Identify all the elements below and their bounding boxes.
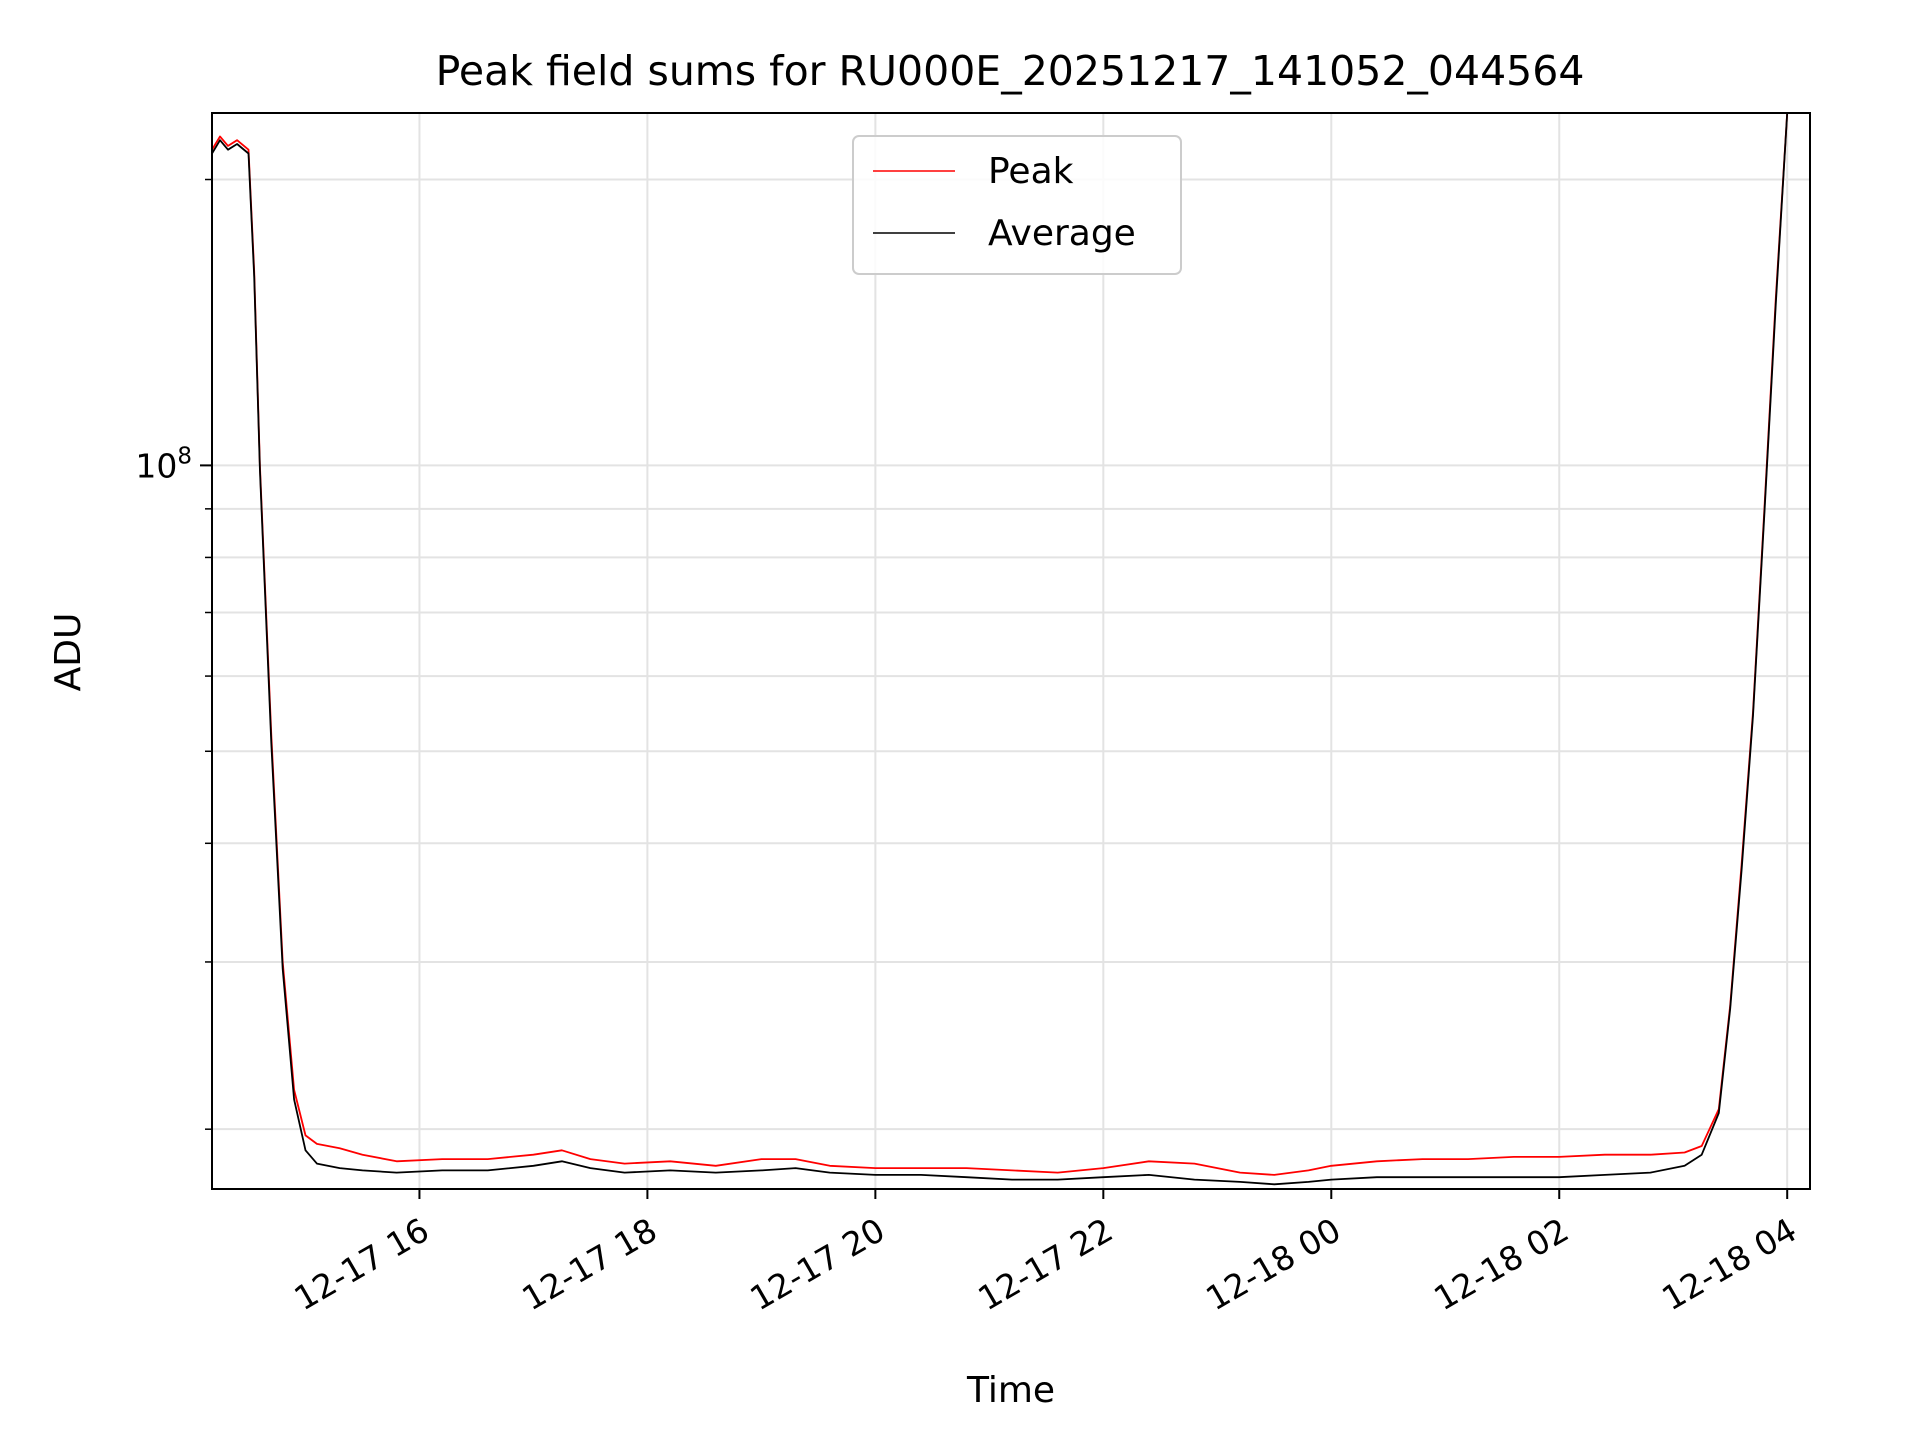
plot-frame [211,112,1811,1190]
y-tick-label-base: 10 [135,446,177,485]
legend-label-peak: Peak [988,151,1074,192]
y-axis-label: ADU [48,613,89,692]
series-line-average [211,112,1789,1186]
x-axis-label: Time [966,1370,1055,1411]
grid [212,113,1810,1189]
chart-title: Peak field sums for RU000E_20251217_1410… [436,47,1585,95]
y-tick-label-exponent: 8 [177,443,192,469]
y-tick-label: 108 [135,443,192,485]
legend-label-average: Average [988,213,1136,254]
series-layer [211,112,1789,1186]
legend: Peak Average [852,135,1182,275]
